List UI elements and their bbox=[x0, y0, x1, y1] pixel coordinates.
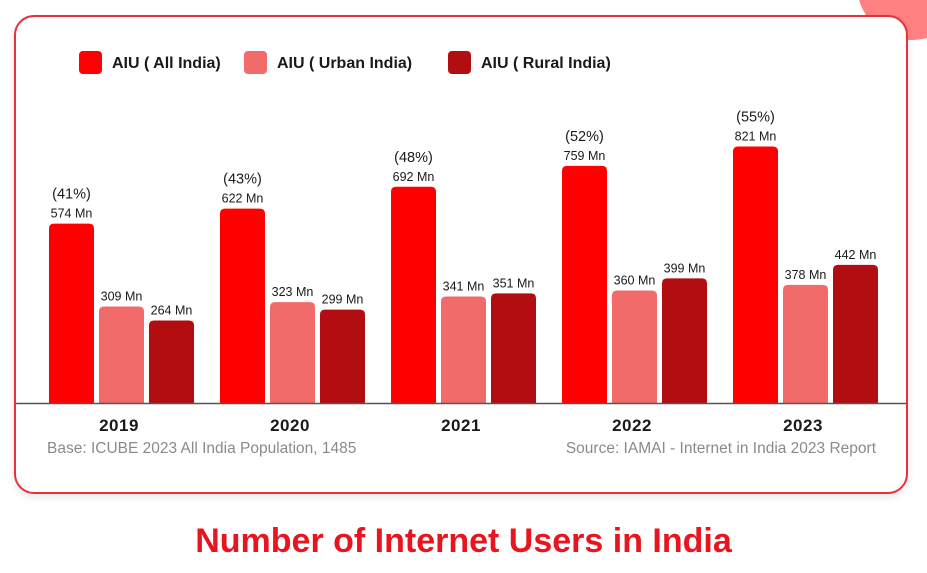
value-label-aiu-urban-india-2022: 360 Mn bbox=[614, 274, 656, 288]
legend-swatch-aiu-urban-india bbox=[244, 51, 267, 74]
value-label-aiu-rural-india-2019: 264 Mn bbox=[151, 304, 193, 318]
bar-aiu-rural-india-2023 bbox=[833, 264, 878, 403]
value-label-aiu-urban-india-2023: 378 Mn bbox=[785, 268, 827, 282]
bar-aiu-all-india-2021 bbox=[391, 186, 436, 403]
bar-aiu-all-india-2023 bbox=[733, 146, 778, 403]
percentage-label-2022: (52%) bbox=[565, 129, 604, 145]
category-label-2019: 2019 bbox=[99, 416, 139, 435]
bar-chart: AIU ( All India) AIU ( Urban India) AIU ( … bbox=[16, 51, 906, 435]
bar-aiu-all-india-2019 bbox=[49, 223, 94, 403]
value-label-aiu-all-india-2020: 622 Mn bbox=[222, 192, 264, 206]
value-label-aiu-urban-india-2019: 309 Mn bbox=[101, 289, 143, 303]
value-label-aiu-urban-india-2020: 323 Mn bbox=[272, 285, 314, 299]
bar-aiu-urban-india-2021 bbox=[441, 296, 486, 403]
value-label-aiu-all-india-2021: 692 Mn bbox=[393, 170, 435, 184]
bar-aiu-urban-india-2023 bbox=[783, 284, 828, 403]
percentage-label-2023: (55%) bbox=[736, 109, 775, 125]
value-label-aiu-rural-india-2021: 351 Mn bbox=[493, 276, 535, 290]
value-label-aiu-all-india-2022: 759 Mn bbox=[564, 149, 606, 163]
percentage-label-2021: (48%) bbox=[394, 150, 433, 166]
bar-aiu-rural-india-2020 bbox=[320, 309, 365, 403]
bar-aiu-rural-india-2022 bbox=[662, 278, 707, 403]
legend-label-aiu-rural-india: AIU ( Rural India) bbox=[481, 55, 611, 72]
bar-aiu-all-india-2020 bbox=[220, 208, 265, 403]
source-footnote: Source: IAMAI - Internet in India 2023 R… bbox=[565, 440, 876, 457]
chart-title: Number of Internet Users in India bbox=[195, 522, 732, 560]
percentage-label-2019: (41%) bbox=[52, 187, 91, 203]
legend-label-aiu-urban-india: AIU ( Urban India) bbox=[277, 55, 412, 72]
value-label-aiu-all-india-2023: 821 Mn bbox=[735, 129, 777, 143]
percentage-label-2020: (43%) bbox=[223, 172, 262, 188]
bar-aiu-urban-india-2019 bbox=[99, 306, 144, 403]
bar-aiu-urban-india-2022 bbox=[612, 290, 657, 403]
value-label-aiu-all-india-2019: 574 Mn bbox=[51, 207, 93, 221]
bar-aiu-rural-india-2019 bbox=[149, 320, 194, 403]
legend-swatch-aiu-rural-india bbox=[448, 51, 471, 74]
category-label-2023: 2023 bbox=[783, 416, 823, 435]
legend-swatch-aiu-all-india bbox=[79, 51, 102, 74]
base-footnote: Base: ICUBE 2023 All India Population, 1… bbox=[47, 440, 357, 457]
bar-aiu-rural-india-2021 bbox=[491, 293, 536, 403]
value-label-aiu-urban-india-2021: 341 Mn bbox=[443, 279, 485, 293]
category-label-2020: 2020 bbox=[270, 416, 310, 435]
category-label-2021: 2021 bbox=[441, 416, 481, 435]
legend-label-aiu-all-india: AIU ( All India) bbox=[112, 55, 221, 72]
value-label-aiu-rural-india-2022: 399 Mn bbox=[664, 261, 706, 275]
category-label-2022: 2022 bbox=[612, 416, 652, 435]
value-label-aiu-rural-india-2020: 299 Mn bbox=[322, 293, 364, 307]
value-label-aiu-rural-india-2023: 442 Mn bbox=[835, 248, 877, 262]
bar-aiu-all-india-2022 bbox=[562, 165, 607, 403]
bar-aiu-urban-india-2020 bbox=[270, 302, 315, 403]
